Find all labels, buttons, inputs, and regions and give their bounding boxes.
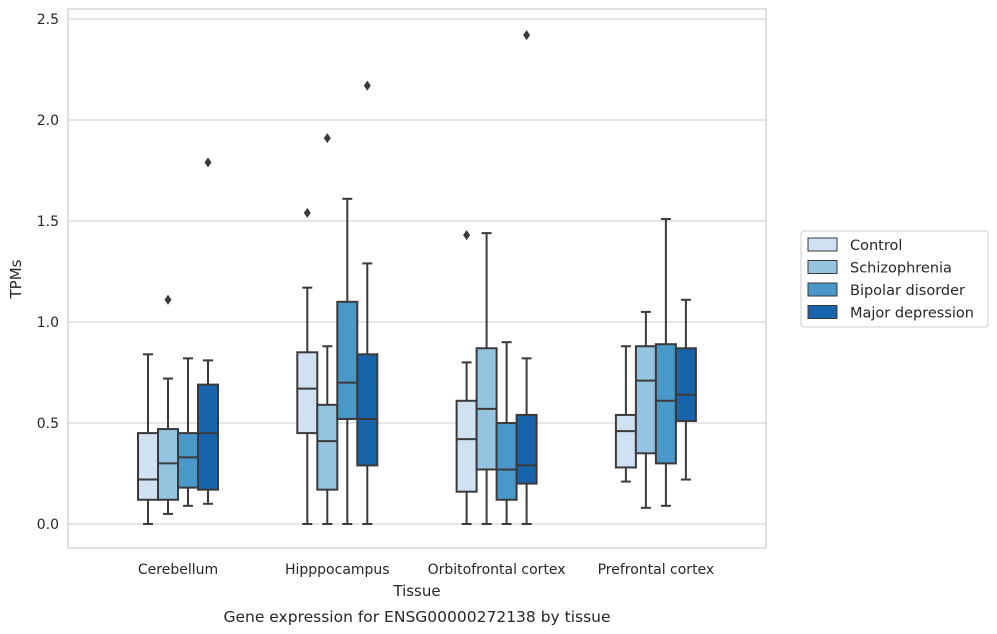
y-tick-label: 2.0 bbox=[37, 113, 59, 129]
y-tick-label: 0.0 bbox=[37, 517, 59, 533]
outlier-point bbox=[463, 230, 471, 241]
box-major-depression bbox=[356, 80, 379, 525]
legend-swatch bbox=[807, 282, 838, 297]
grid-lines bbox=[68, 18, 766, 525]
iqr-box bbox=[137, 432, 159, 501]
box-schizophrenia bbox=[634, 310, 657, 509]
plot-frame bbox=[67, 8, 767, 549]
iqr-box bbox=[634, 345, 657, 455]
iqr-box bbox=[316, 403, 339, 491]
box-schizophrenia bbox=[475, 232, 498, 525]
x-axis-title: Tissue bbox=[392, 582, 440, 600]
y-tick-label: 0.5 bbox=[37, 416, 59, 432]
legend-frame bbox=[800, 230, 989, 328]
legend-swatch bbox=[807, 305, 838, 319]
box-bipolar-disorder bbox=[336, 197, 359, 525]
legend-label: Schizophrenia bbox=[850, 261, 952, 277]
box-control bbox=[455, 230, 478, 525]
legend: Control Schizophrenia Bipolar disorder Majo… bbox=[800, 230, 989, 328]
iqr-box bbox=[177, 432, 199, 489]
iqr-box bbox=[654, 343, 677, 465]
box-major-depression bbox=[197, 157, 219, 505]
y-axis-title: TPMs bbox=[7, 259, 25, 299]
outlier-point bbox=[323, 133, 331, 144]
iqr-box bbox=[336, 300, 359, 420]
iqr-box bbox=[296, 351, 319, 435]
iqr-box bbox=[495, 422, 518, 501]
y-tick-labels: 0.0 0.5 1.0 1.5 2.0 2.5 bbox=[37, 12, 59, 533]
outlier-point bbox=[523, 30, 531, 41]
outlier-point bbox=[164, 294, 172, 305]
outlier-point bbox=[363, 80, 371, 91]
y-tick-label: 2.5 bbox=[37, 12, 59, 28]
y-tick-label: 1.0 bbox=[37, 315, 59, 331]
legend-swatch bbox=[807, 237, 838, 252]
box-schizophrenia bbox=[316, 133, 339, 525]
outlier-point bbox=[303, 207, 311, 218]
box-bipolar-disorder bbox=[495, 341, 518, 525]
box-control bbox=[296, 207, 319, 525]
box-bipolar-disorder bbox=[177, 357, 199, 507]
x-tick-labels: Cerebellum Hipppocampus Orbitofrontal cort… bbox=[138, 562, 714, 578]
x-tick-label: Cerebellum bbox=[138, 562, 218, 578]
iqr-box bbox=[455, 399, 478, 493]
legend-label: Control bbox=[850, 238, 902, 254]
legend-label: Bipolar disorder bbox=[850, 283, 965, 299]
legend-swatch bbox=[807, 260, 838, 274]
box-major-depression bbox=[674, 298, 697, 481]
iqr-box bbox=[515, 413, 538, 485]
x-tick-label: Prefrontal cortex bbox=[598, 562, 715, 578]
y-tick-label: 1.5 bbox=[37, 214, 59, 230]
box-control bbox=[614, 345, 637, 483]
iqr-box bbox=[157, 428, 179, 501]
chart-caption: Gene expression for ENSG00000272138 by t… bbox=[223, 608, 610, 626]
box-major-depression bbox=[515, 30, 538, 525]
x-tick-label: Orbitofrontal cortex bbox=[428, 562, 566, 578]
legend-label: Major depression bbox=[850, 306, 974, 322]
box-plot-marks bbox=[137, 30, 697, 525]
box-bipolar-disorder bbox=[654, 217, 677, 507]
iqr-box bbox=[674, 347, 697, 422]
iqr-box bbox=[614, 413, 637, 469]
box-schizophrenia bbox=[157, 294, 179, 515]
outlier-point bbox=[204, 157, 212, 168]
x-tick-label: Hipppocampus bbox=[285, 562, 390, 578]
iqr-box bbox=[356, 353, 379, 467]
box-control bbox=[137, 353, 159, 525]
iqr-box bbox=[197, 383, 219, 491]
